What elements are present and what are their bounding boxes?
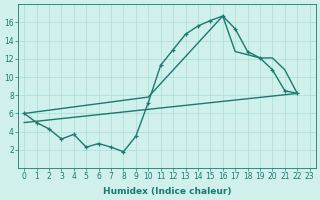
X-axis label: Humidex (Indice chaleur): Humidex (Indice chaleur) xyxy=(103,187,231,196)
